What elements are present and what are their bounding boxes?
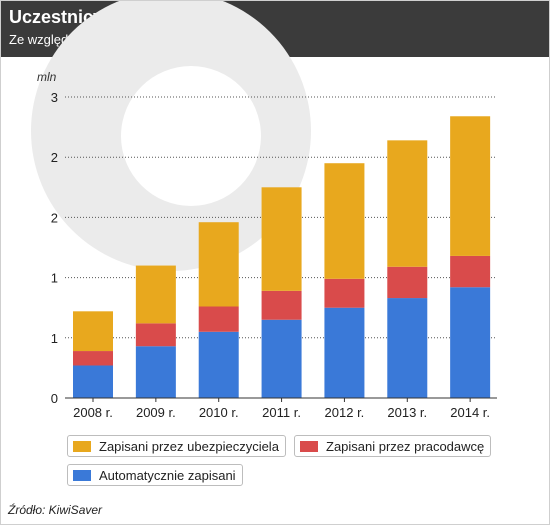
bar-segment xyxy=(135,323,176,347)
y-tick-label: 2 xyxy=(51,150,58,165)
bar-segment xyxy=(198,306,239,332)
y-tick-label: 1 xyxy=(51,271,58,286)
legend-item-employer: Zapisani przez pracodawcę xyxy=(294,435,492,457)
x-tick-label: 2012 r. xyxy=(325,405,365,420)
bar-segment xyxy=(261,187,302,291)
legend-swatch-employer xyxy=(300,440,318,452)
legend-swatch-insurer xyxy=(73,440,91,452)
watermark-logo xyxy=(31,1,311,271)
bar-segment xyxy=(387,266,428,299)
bar-segment xyxy=(324,278,365,308)
bar-segment xyxy=(198,331,239,398)
bar-segment xyxy=(450,116,491,256)
bar-segment xyxy=(73,365,113,398)
bar-segment xyxy=(450,255,491,288)
bar-segment xyxy=(135,346,176,398)
bar-segment xyxy=(324,163,365,279)
y-tick-label: 3 xyxy=(51,90,58,105)
legend-label-employer: Zapisani przez pracodawcę xyxy=(326,438,485,454)
y-tick-label: 0 xyxy=(51,391,58,406)
x-tick-label: 2011 r. xyxy=(262,405,301,420)
source-note: Źródło: KiwiSaver xyxy=(8,503,103,517)
bar-segment xyxy=(387,298,428,398)
legend-item-auto: Automatycznie zapisani xyxy=(67,464,243,486)
bar-segment xyxy=(73,351,113,366)
bar-segment xyxy=(73,311,113,352)
legend-label-auto: Automatycznie zapisani xyxy=(99,467,236,483)
bar-segment xyxy=(261,290,302,320)
x-tick-label: 2013 r. xyxy=(387,405,427,420)
x-tick-label: 2010 r. xyxy=(199,405,239,420)
bar-segment xyxy=(261,319,302,398)
x-tick-label: 2014 r. xyxy=(450,405,490,420)
legend-swatch-auto xyxy=(73,469,91,481)
x-tick-label: 2009 r. xyxy=(136,405,176,420)
axes: 0 1 1 2 2 3 2008 r. 2009 r. 2010 r. 2011 r. 2012 r… xyxy=(51,90,497,420)
y-tick-label: 1 xyxy=(51,331,58,346)
bars xyxy=(73,116,491,398)
y-axis-unit-label: mln xyxy=(37,70,57,84)
y-tick-label: 2 xyxy=(51,210,58,225)
bar-segment xyxy=(198,222,239,307)
legend-item-insurer: Zapisani przez ubezpieczyciela xyxy=(67,435,286,457)
legend-label-insurer: Zapisani przez ubezpieczyciela xyxy=(99,438,279,454)
x-tick-label: 2008 r. xyxy=(73,405,113,420)
bar-segment xyxy=(450,287,491,398)
bar-segment xyxy=(387,140,428,267)
bar-segment xyxy=(324,307,365,398)
bar-segment xyxy=(135,265,176,324)
